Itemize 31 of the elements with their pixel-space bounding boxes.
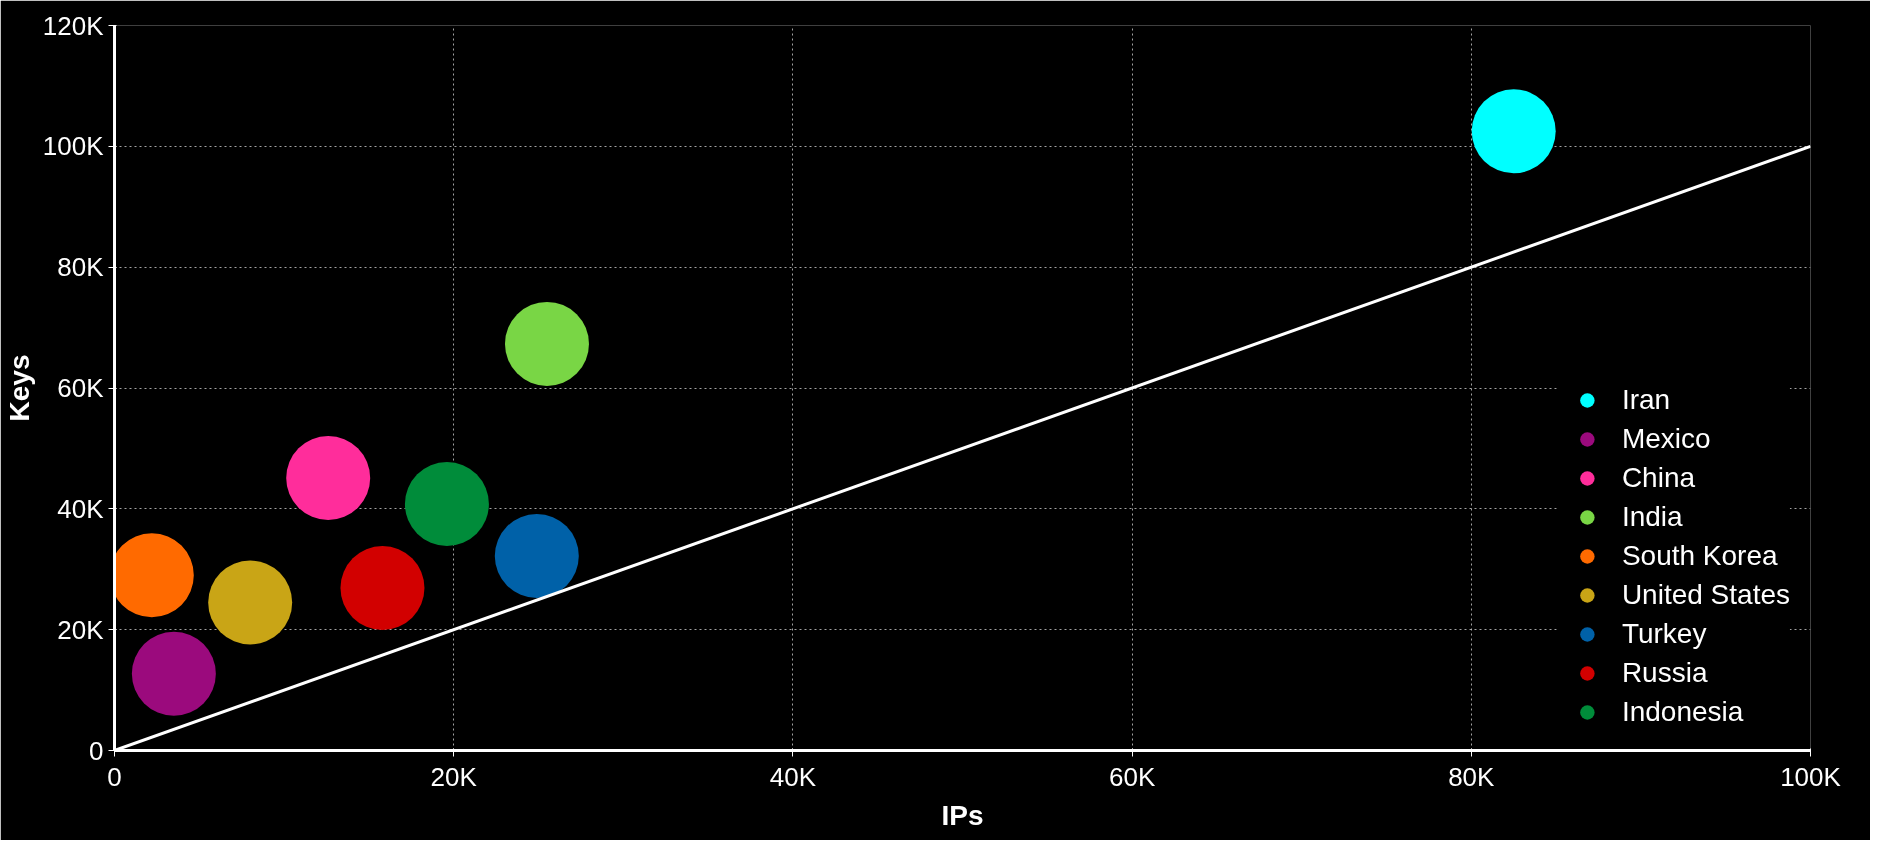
legend-label: Mexico: [1621, 422, 1711, 456]
legend-label: Turkey: [1621, 617, 1707, 651]
x-tick-label: 20K: [430, 761, 478, 792]
point: [131, 631, 216, 716]
x-tick-label: 60K: [1108, 761, 1156, 792]
y-tick-label: 40K: [57, 493, 105, 524]
y-tick-label: 0: [89, 735, 104, 766]
legend-label: United States: [1621, 578, 1790, 612]
point: [404, 462, 489, 546]
point: [494, 514, 579, 598]
x-tick-label: 100K: [1780, 761, 1842, 792]
point: [504, 301, 589, 386]
legend-label: Indonesia: [1621, 695, 1744, 729]
point: [286, 436, 371, 520]
x-axis-title: IPs: [941, 799, 984, 831]
legend-label: Russia: [1621, 656, 1708, 690]
point: [1471, 89, 1556, 174]
legend-label: India: [1621, 500, 1683, 534]
y-tick-label: 60K: [57, 373, 105, 403]
legend-label: South Korea: [1621, 539, 1778, 573]
point: [340, 546, 425, 630]
x-tick-label: 40K: [769, 761, 817, 792]
y-tick-label: 100K: [42, 131, 105, 162]
y-axis-title: Keys: [3, 354, 35, 422]
y-tick-label: 80K: [57, 252, 105, 283]
legend-label: China: [1621, 461, 1696, 495]
legend-label: Iran: [1621, 383, 1671, 417]
y-tick-label: 120K: [42, 10, 105, 41]
y-tick-label: 20K: [57, 614, 105, 645]
point: [208, 560, 293, 645]
x-tick-label: 80K: [1448, 761, 1496, 792]
